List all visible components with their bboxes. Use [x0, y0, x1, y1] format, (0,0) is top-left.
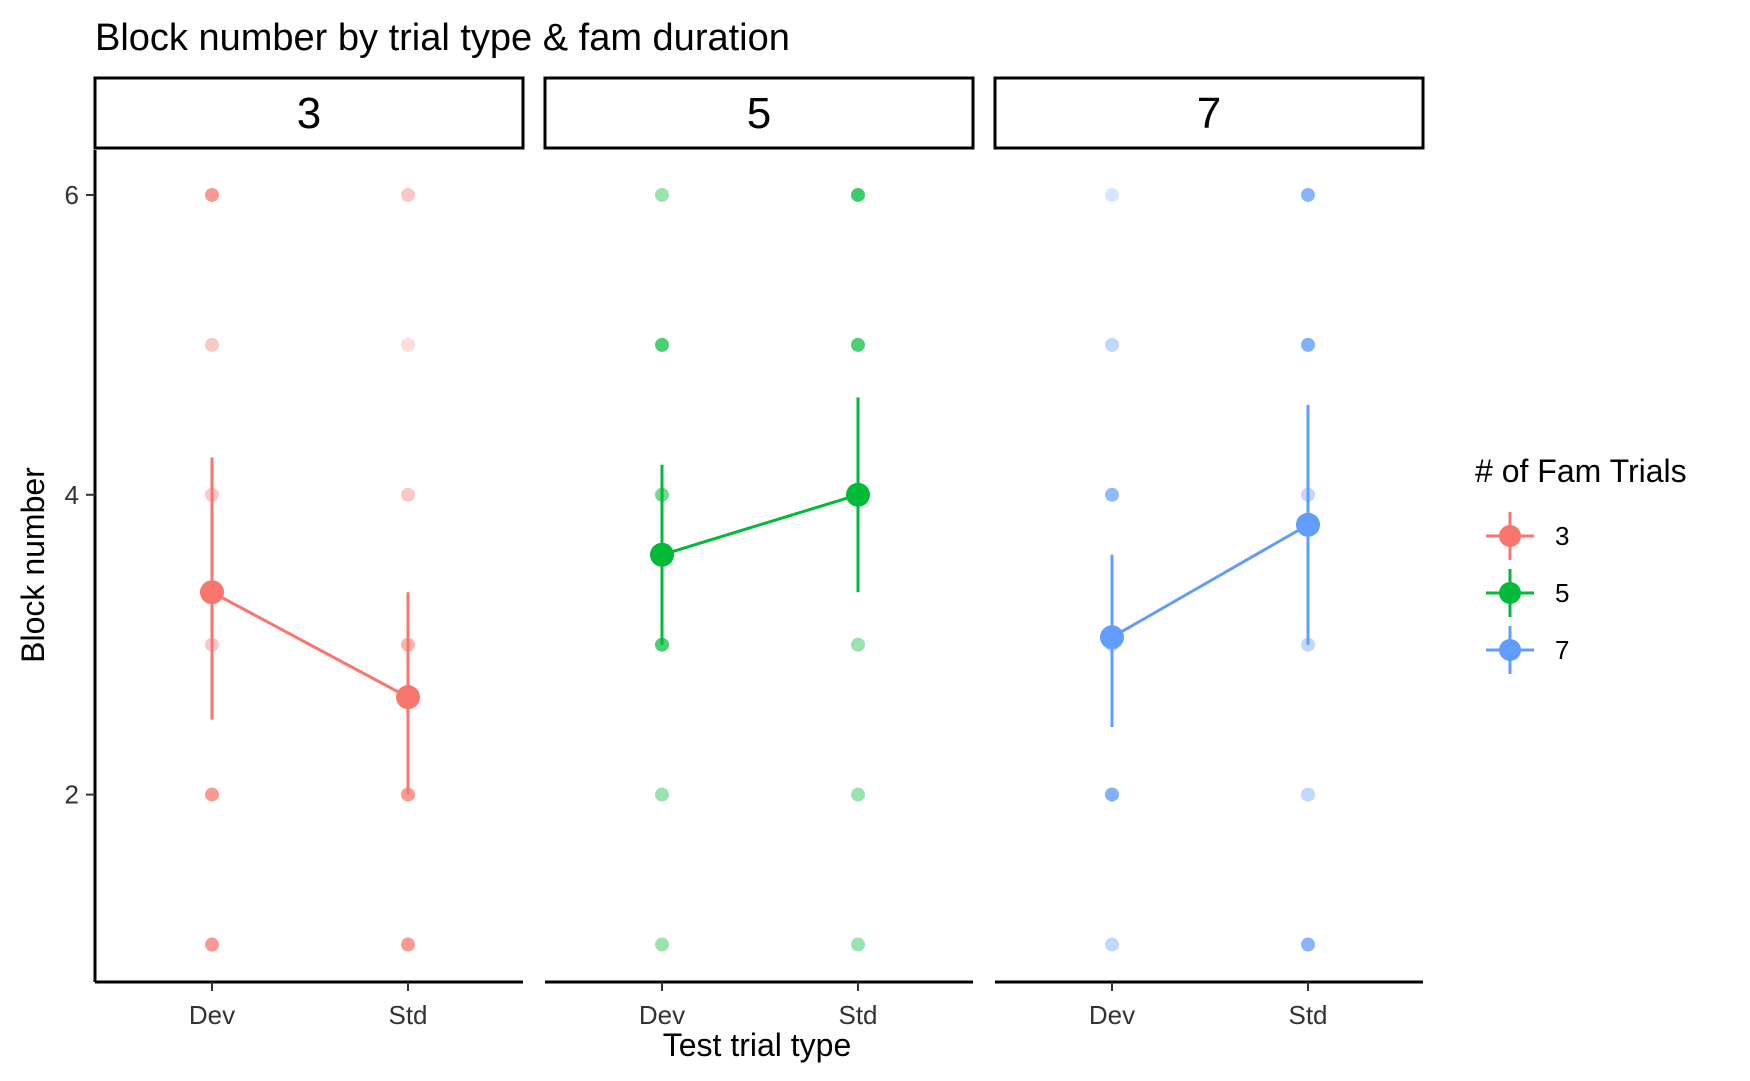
raw-point	[655, 937, 669, 952]
mean-line	[211, 590, 409, 699]
raw-point	[1301, 187, 1315, 202]
x-tick-label: Dev	[1089, 1000, 1135, 1030]
raw-point	[655, 787, 669, 802]
x-axis-title: Test trial type	[663, 1027, 852, 1063]
raw-point	[1301, 787, 1315, 802]
mean-point	[1296, 512, 1320, 537]
raw-point	[1105, 487, 1119, 502]
raw-point	[401, 337, 415, 352]
raw-point	[1105, 787, 1119, 802]
x-tick-label: Std	[838, 1000, 877, 1030]
raw-point	[205, 187, 219, 202]
x-tick-label: Std	[1288, 1000, 1327, 1030]
raw-point	[851, 637, 865, 652]
x-tick-label: Dev	[639, 1000, 685, 1030]
facet-strip-label: 5	[747, 89, 771, 138]
legend-label: 5	[1555, 578, 1569, 608]
raw-point	[401, 187, 415, 202]
x-tick-label: Std	[388, 1000, 427, 1030]
y-tick-label: 2	[65, 780, 79, 810]
mean-point	[846, 482, 870, 507]
raw-point	[655, 337, 669, 352]
legend-key-point	[1499, 582, 1521, 604]
legend-item-7: 7	[1486, 626, 1569, 674]
raw-point	[401, 937, 415, 952]
facet-strip	[543, 76, 975, 150]
raw-point	[851, 187, 865, 202]
raw-point	[851, 787, 865, 802]
mean-line	[1111, 523, 1309, 639]
facet-strip	[993, 76, 1425, 150]
facet-strip	[93, 76, 525, 150]
raw-point	[1301, 337, 1315, 352]
x-tick-label: Dev	[189, 1000, 235, 1030]
mean-point	[200, 580, 224, 605]
legend-label: 3	[1555, 521, 1569, 551]
raw-point	[1105, 187, 1119, 202]
facet-panel-3: 3 Dev Std 2 4 6	[65, 76, 525, 1030]
legend-key-point	[1499, 639, 1521, 661]
legend-item-3: 3	[1486, 512, 1569, 560]
raw-point	[1105, 937, 1119, 952]
raw-point	[205, 937, 219, 952]
raw-point	[851, 937, 865, 952]
y-tick-label: 4	[65, 480, 79, 510]
facet-panel-5: 5 Dev Std	[543, 76, 975, 1030]
legend: # of Fam Trials 3 5 7	[1475, 453, 1687, 674]
legend-key-point	[1499, 525, 1521, 547]
facet-strip-label: 7	[1197, 89, 1221, 138]
facet-panel-7: 7 Dev Std	[993, 76, 1425, 1030]
raw-point	[1105, 337, 1119, 352]
mean-line	[661, 493, 859, 557]
raw-point	[655, 187, 669, 202]
mean-point	[1100, 625, 1124, 650]
raw-point	[851, 337, 865, 352]
legend-title: # of Fam Trials	[1475, 453, 1687, 489]
mean-point	[396, 685, 420, 710]
y-tick-label: 6	[65, 180, 79, 210]
chart-title: Block number by trial type & fam duratio…	[95, 17, 790, 59]
legend-item-5: 5	[1486, 569, 1569, 617]
raw-point	[1301, 937, 1315, 952]
mean-point	[650, 542, 674, 567]
raw-point	[205, 337, 219, 352]
y-axis-title: Block number	[15, 467, 51, 663]
legend-label: 7	[1555, 635, 1569, 665]
facet-strip-label: 3	[297, 89, 321, 138]
raw-point	[401, 487, 415, 502]
raw-point	[205, 787, 219, 802]
